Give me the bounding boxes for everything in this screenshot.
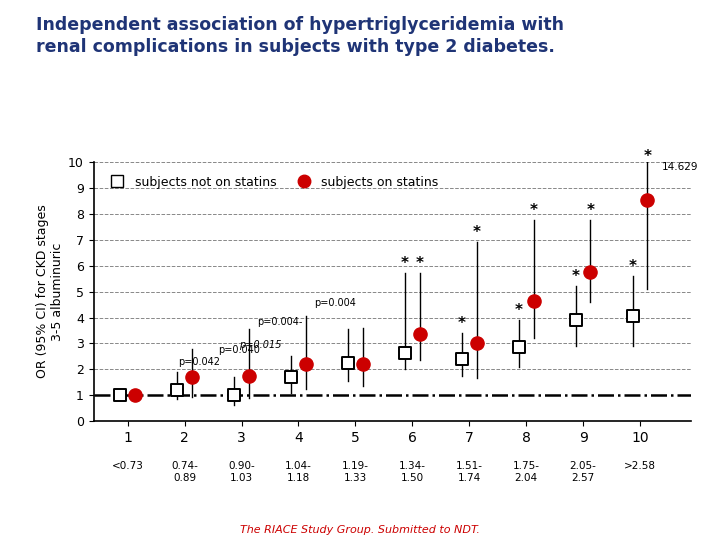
Text: 1.19-
1.33: 1.19- 1.33 xyxy=(342,461,369,483)
Point xyxy=(456,355,467,363)
Text: 1.04-
1.18: 1.04- 1.18 xyxy=(285,461,312,483)
Text: *: * xyxy=(401,256,409,272)
Point xyxy=(399,348,410,357)
Text: 1.34-
1.50: 1.34- 1.50 xyxy=(399,461,426,483)
Text: *: * xyxy=(644,149,652,164)
Text: Independent association of hypertriglyceridemia with
renal complications in subj: Independent association of hypertriglyce… xyxy=(36,16,564,56)
Point xyxy=(243,372,255,380)
Text: p=0.042: p=0.042 xyxy=(178,357,220,367)
Text: *: * xyxy=(587,203,595,218)
Text: *: * xyxy=(629,259,636,274)
Legend: subjects not on statins, subjects on statins: subjects not on statins, subjects on sta… xyxy=(100,171,444,194)
Text: *: * xyxy=(529,203,538,218)
Text: The RIACE Study Group. Submitted to NDT.: The RIACE Study Group. Submitted to NDT. xyxy=(240,524,480,535)
Text: 1.75-
2.04: 1.75- 2.04 xyxy=(513,461,540,483)
Y-axis label: OR (95% CI) for CKD stages
3-5 albuminuric: OR (95% CI) for CKD stages 3-5 albuminur… xyxy=(36,205,64,379)
Point xyxy=(642,195,653,204)
Point xyxy=(513,343,524,352)
Text: >2.58: >2.58 xyxy=(624,461,656,471)
Point xyxy=(528,296,539,305)
Point xyxy=(186,372,198,381)
Point xyxy=(570,316,582,325)
Text: p=0.004: p=0.004 xyxy=(315,299,356,308)
Text: p=0.040: p=0.040 xyxy=(217,345,259,355)
Point xyxy=(471,339,482,348)
Text: 14.629: 14.629 xyxy=(662,161,698,172)
Point xyxy=(627,312,639,321)
Point xyxy=(130,391,141,400)
Text: 1.51-
1.74: 1.51- 1.74 xyxy=(456,461,482,483)
Text: p=0.015: p=0.015 xyxy=(239,340,282,350)
Text: *: * xyxy=(458,316,466,331)
Text: 2.05-
2.57: 2.05- 2.57 xyxy=(570,461,596,483)
Point xyxy=(342,359,354,367)
Text: p=0.004-: p=0.004- xyxy=(258,316,303,327)
Text: *: * xyxy=(515,303,523,318)
Text: *: * xyxy=(472,225,481,240)
Text: 0.90-
1.03: 0.90- 1.03 xyxy=(228,461,255,483)
Point xyxy=(414,330,426,339)
Text: *: * xyxy=(415,256,423,272)
Point xyxy=(228,391,240,400)
Point xyxy=(171,386,183,394)
Point xyxy=(585,268,596,276)
Point xyxy=(114,391,126,400)
Text: <0.73: <0.73 xyxy=(112,461,144,471)
Point xyxy=(300,360,312,368)
Text: 0.74-
0.89: 0.74- 0.89 xyxy=(171,461,198,483)
Point xyxy=(285,373,297,381)
Text: *: * xyxy=(572,269,580,285)
Point xyxy=(357,360,369,368)
